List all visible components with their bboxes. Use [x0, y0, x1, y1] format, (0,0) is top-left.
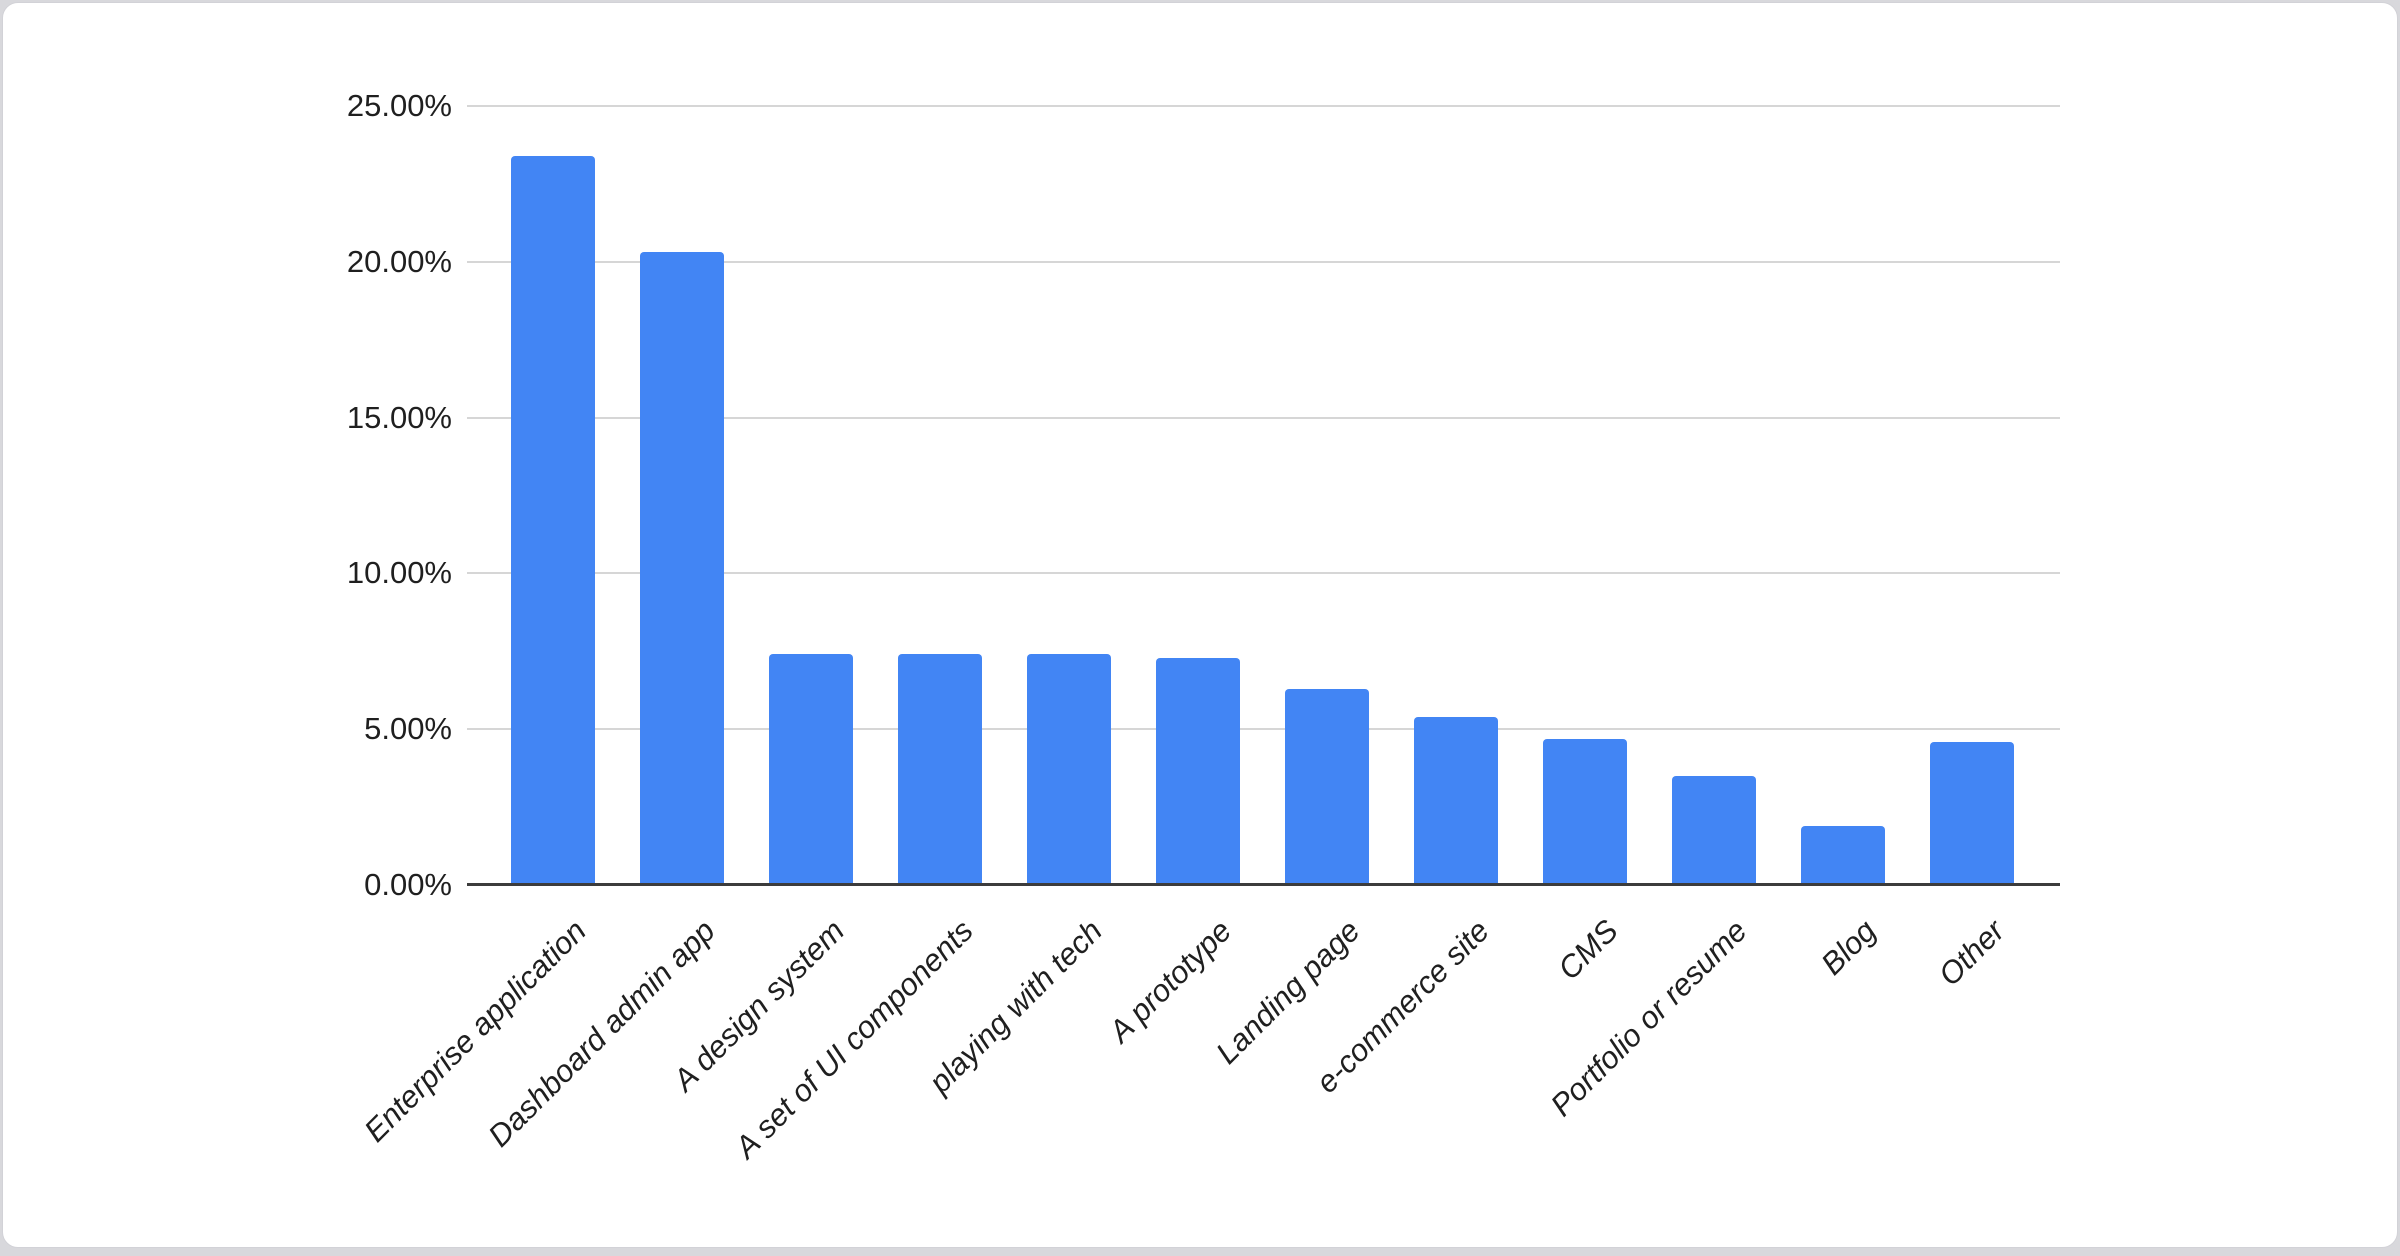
bar-column	[1263, 106, 1392, 885]
x-axis-label: CMS	[1551, 913, 1625, 987]
bar[interactable]	[1413, 716, 1498, 885]
x-axis-label: Enterprise application	[357, 913, 594, 1149]
bar[interactable]	[1284, 688, 1370, 885]
bar[interactable]	[898, 654, 983, 885]
bar[interactable]	[1156, 657, 1241, 885]
y-axis-tick-label: 20.00%	[346, 243, 452, 279]
bar[interactable]	[1027, 654, 1112, 885]
y-axis-tick-label: 0.00%	[364, 867, 452, 902]
x-axis-baseline	[467, 883, 2060, 886]
bar[interactable]	[511, 155, 596, 885]
y-axis-tick-label: 15.00%	[346, 399, 452, 435]
bar[interactable]	[1800, 825, 1885, 885]
bar-column	[1778, 106, 1907, 885]
plot-area: 0.00% 5.00% 10.00% 15.00% 20.00% 25.00% Enter…	[347, 88, 2060, 1165]
bar-column	[1649, 106, 1778, 885]
bar-column	[876, 106, 1005, 885]
gridline	[467, 572, 2060, 575]
bar-column	[489, 106, 618, 885]
bar[interactable]	[769, 654, 854, 885]
bar[interactable]	[1671, 775, 1756, 885]
bar-column	[1391, 106, 1520, 885]
y-axis-tick-label: 10.00%	[346, 555, 452, 591]
x-axis-label: Other	[1931, 913, 2012, 993]
bar-column	[618, 106, 747, 885]
y-axis-tick-label: 5.00%	[364, 711, 452, 747]
x-axis-label: Blog	[1813, 913, 1883, 982]
gridline	[467, 416, 2060, 419]
bar[interactable]	[1542, 738, 1627, 885]
x-axis-label: A prototype	[1101, 913, 1238, 1050]
bar-column	[1134, 106, 1263, 885]
bar-column	[747, 106, 876, 885]
x-axis-label: A set of UI components	[728, 913, 980, 1165]
gridline	[467, 105, 2060, 107]
bar-column	[1005, 106, 1134, 885]
y-axis-tick-label: 25.00%	[346, 88, 452, 123]
bars-row	[489, 106, 2036, 885]
gridline	[467, 260, 2060, 263]
bar-column	[1520, 106, 1649, 885]
gridline	[467, 728, 2060, 731]
bar[interactable]	[640, 252, 725, 885]
bar[interactable]	[1929, 741, 2014, 885]
x-axis-label: Dashboard admin app	[481, 913, 723, 1154]
bar-column	[1907, 106, 2036, 885]
